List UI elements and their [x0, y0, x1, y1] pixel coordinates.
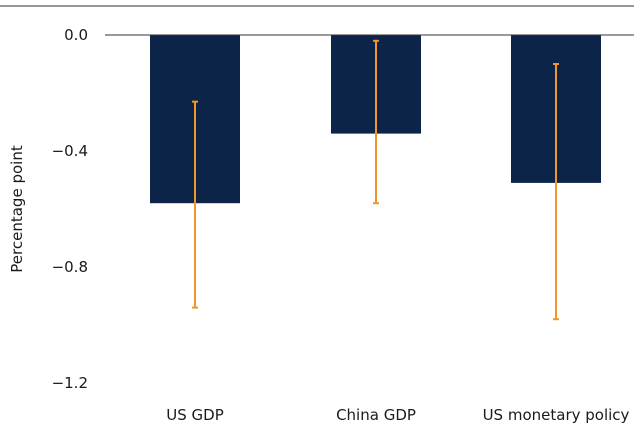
y-tick-label: −0.4	[52, 142, 88, 160]
category-label: US GDP	[166, 406, 224, 424]
y-tick-label: −1.2	[52, 374, 88, 392]
y-tick-labels: 0.0 −0.4 −0.8 −1.2	[52, 26, 88, 392]
y-tick-label: 0.0	[64, 26, 88, 44]
category-labels: US GDP China GDP US monetary policy	[166, 406, 629, 424]
category-label: US monetary policy	[483, 406, 630, 424]
y-tick-label: −0.8	[52, 258, 88, 276]
category-label: China GDP	[336, 406, 416, 424]
y-axis-title: Percentage point	[8, 145, 26, 273]
error-bars	[192, 39, 559, 321]
